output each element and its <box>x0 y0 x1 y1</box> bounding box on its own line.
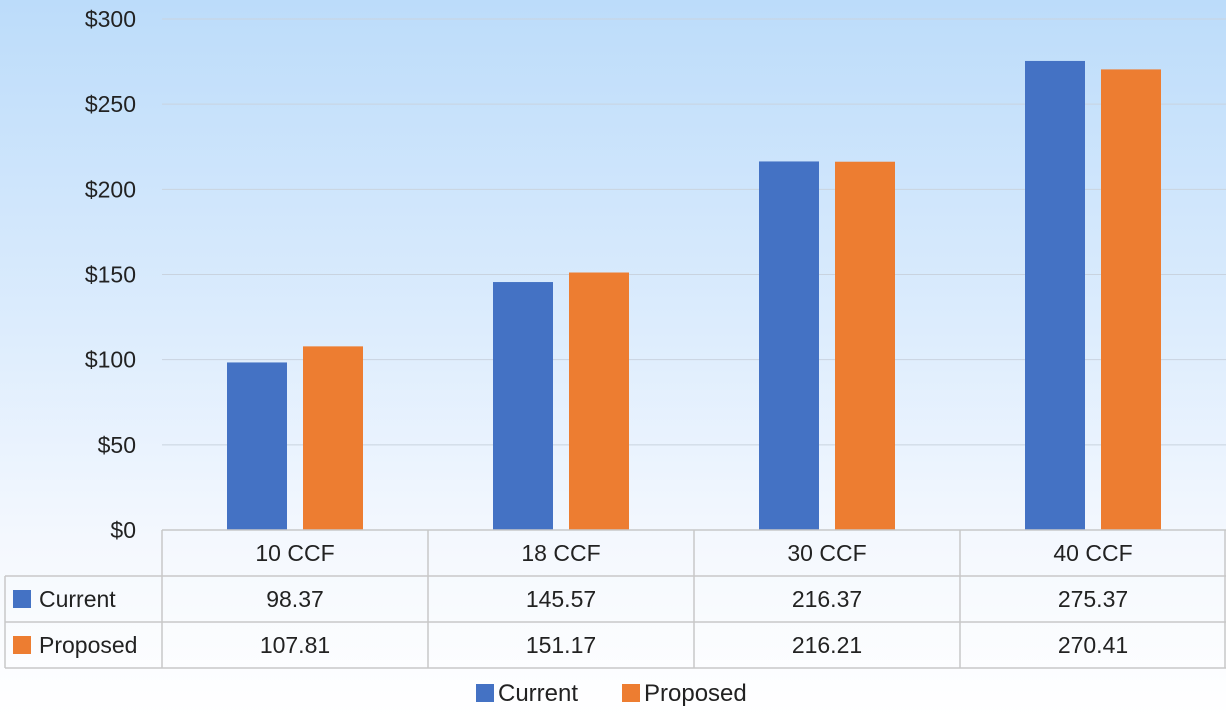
data-value-label: 151.17 <box>526 632 596 658</box>
data-value-label: 107.81 <box>260 632 330 658</box>
legend-swatch <box>476 684 494 702</box>
data-value-label: 270.41 <box>1058 632 1128 658</box>
data-value-label: 145.57 <box>526 586 596 612</box>
bar-current-3 <box>759 161 819 530</box>
data-value-label: 98.37 <box>266 586 324 612</box>
table-series-label: Current <box>39 586 116 612</box>
y-axis: $0 $50 $100 $150 $200 $250 $300 <box>85 6 136 543</box>
y-tick-label: $250 <box>85 91 136 117</box>
legend: Current Proposed <box>476 680 747 707</box>
data-value-label: 216.37 <box>792 586 862 612</box>
bar-proposed-4 <box>1101 69 1161 530</box>
bar-current-2 <box>493 282 553 530</box>
legend-label: Proposed <box>644 680 747 707</box>
bar-current-4 <box>1025 60 1085 531</box>
y-tick-label: $100 <box>85 347 136 373</box>
bar-proposed-3 <box>835 161 895 531</box>
y-tick-label: $50 <box>98 432 136 458</box>
bars <box>227 60 1161 531</box>
bar-proposed-1 <box>303 346 363 530</box>
y-tick-label: $300 <box>85 6 136 32</box>
data-value-label: 216.21 <box>792 632 862 658</box>
category-label: 30 CCF <box>787 540 866 566</box>
legend-label: Current <box>498 680 578 707</box>
category-label: 40 CCF <box>1053 540 1132 566</box>
y-tick-label: $200 <box>85 176 136 202</box>
bar-current-1 <box>227 362 287 530</box>
legend-swatch <box>622 684 640 702</box>
table-legend-swatch <box>13 590 31 608</box>
table-series-label: Proposed <box>39 632 137 658</box>
data-table: 10 CCF 18 CCF 30 CCF 40 CCF Current 98.37 145.… <box>4 529 1226 669</box>
bar-proposed-2 <box>569 272 629 530</box>
y-tick-label: $150 <box>85 262 136 288</box>
table-legend-swatch <box>13 636 31 654</box>
category-label: 10 CCF <box>255 540 334 566</box>
category-label: 18 CCF <box>521 540 600 566</box>
data-value-label: 275.37 <box>1058 586 1128 612</box>
y-tick-label: $0 <box>110 517 136 543</box>
